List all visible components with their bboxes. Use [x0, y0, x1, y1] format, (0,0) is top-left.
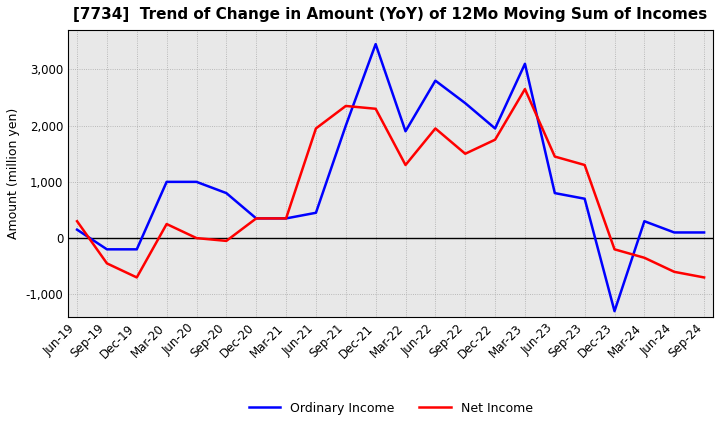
- Ordinary Income: [132, 247, 141, 252]
- Net Income: [461, 151, 469, 156]
- Ordinary Income: [222, 191, 230, 196]
- Net Income: [431, 126, 440, 131]
- Net Income: [551, 154, 559, 159]
- Net Income: [341, 103, 350, 109]
- Ordinary Income: [312, 210, 320, 216]
- Net Income: [580, 162, 589, 168]
- Ordinary Income: [431, 78, 440, 83]
- Ordinary Income: [73, 227, 81, 232]
- Ordinary Income: [461, 100, 469, 106]
- Ordinary Income: [103, 247, 112, 252]
- Net Income: [312, 126, 320, 131]
- Net Income: [700, 275, 708, 280]
- Net Income: [491, 137, 500, 142]
- Net Income: [670, 269, 678, 275]
- Net Income: [282, 216, 290, 221]
- Ordinary Income: [551, 191, 559, 196]
- Net Income: [103, 261, 112, 266]
- Net Income: [162, 221, 171, 227]
- Line: Ordinary Income: Ordinary Income: [77, 44, 704, 311]
- Ordinary Income: [700, 230, 708, 235]
- Ordinary Income: [580, 196, 589, 202]
- Net Income: [132, 275, 141, 280]
- Ordinary Income: [282, 216, 290, 221]
- Net Income: [222, 238, 230, 243]
- Net Income: [611, 247, 619, 252]
- Net Income: [521, 86, 529, 92]
- Net Income: [73, 219, 81, 224]
- Net Income: [192, 235, 201, 241]
- Title: [7734]  Trend of Change in Amount (YoY) of 12Mo Moving Sum of Incomes: [7734] Trend of Change in Amount (YoY) o…: [73, 7, 708, 22]
- Legend: Ordinary Income, Net Income: Ordinary Income, Net Income: [243, 396, 538, 419]
- Line: Net Income: Net Income: [77, 89, 704, 278]
- Net Income: [401, 162, 410, 168]
- Ordinary Income: [611, 308, 619, 314]
- Ordinary Income: [341, 123, 350, 128]
- Ordinary Income: [521, 61, 529, 66]
- Y-axis label: Amount (million yen): Amount (million yen): [7, 108, 20, 239]
- Ordinary Income: [401, 128, 410, 134]
- Net Income: [640, 255, 649, 260]
- Ordinary Income: [670, 230, 678, 235]
- Ordinary Income: [491, 126, 500, 131]
- Ordinary Income: [640, 219, 649, 224]
- Ordinary Income: [252, 216, 261, 221]
- Ordinary Income: [372, 41, 380, 47]
- Ordinary Income: [192, 179, 201, 184]
- Net Income: [372, 106, 380, 111]
- Net Income: [252, 216, 261, 221]
- Ordinary Income: [162, 179, 171, 184]
